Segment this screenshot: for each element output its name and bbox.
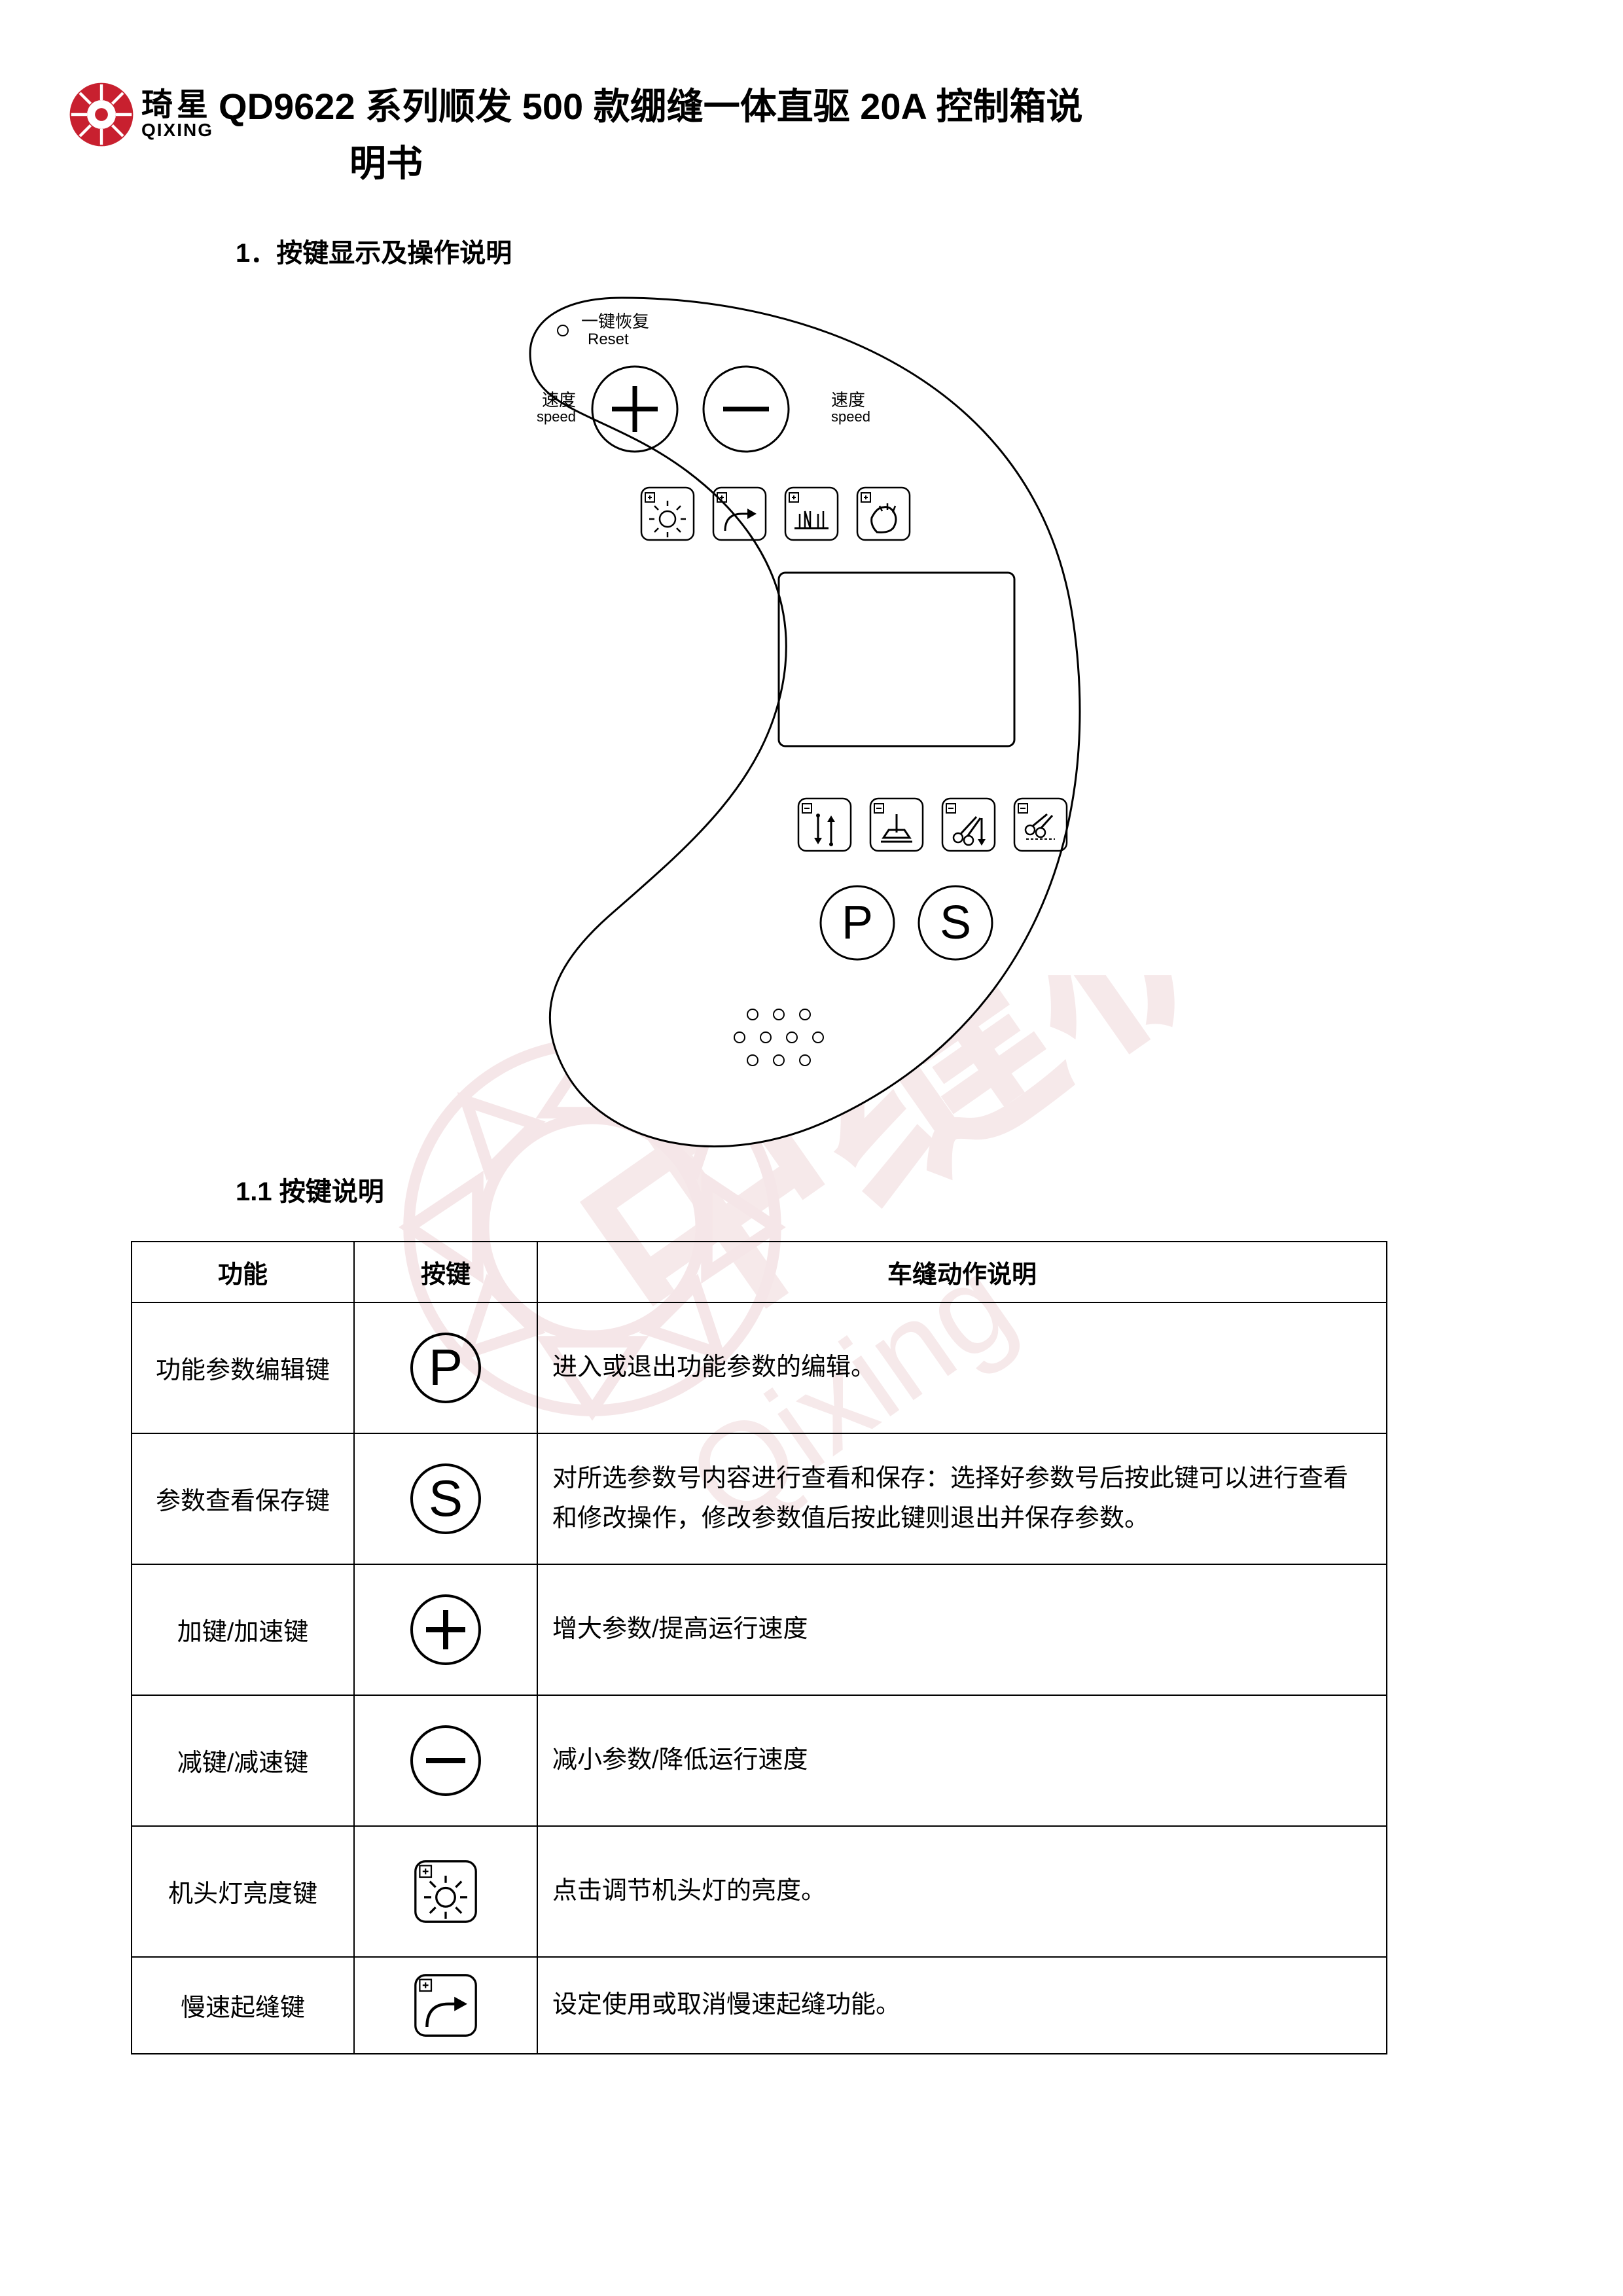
control-panel-diagram: 一键恢复 Reset 速度 speed 速度 speed bbox=[65, 281, 1453, 1158]
svg-text:S: S bbox=[429, 1469, 463, 1527]
document-title-line2: 明书 bbox=[219, 135, 1453, 192]
brand-name-cn: 琦星 bbox=[141, 90, 213, 121]
slow-start-icon bbox=[410, 1969, 482, 2041]
button-description-table: 功能 按键 车缝动作说明 功能参数编辑键 P 进入或退出功能参数的编辑。 参数查… bbox=[131, 1241, 1387, 2054]
minus-icon bbox=[406, 1721, 485, 1800]
speed-label-cn-right: 速度 bbox=[831, 390, 865, 410]
light-button[interactable] bbox=[641, 488, 694, 540]
reset-label-cn: 一键恢复 bbox=[581, 312, 649, 331]
s-icon: S bbox=[406, 1460, 485, 1538]
svg-text:S: S bbox=[940, 897, 971, 949]
speed-label-cn-left: 速度 bbox=[542, 390, 576, 410]
brand-name-en: QIXING bbox=[141, 121, 213, 139]
table-header-desc: 车缝动作说明 bbox=[537, 1242, 1387, 1302]
section-1-1-heading: 1.1 按键说明 bbox=[236, 1170, 1453, 1208]
document-header: 琦星 QIXING QD9622 系列顺发 500 款绷缝一体直驱 20A 控制… bbox=[65, 79, 1453, 192]
table-header-function: 功能 bbox=[132, 1242, 354, 1302]
table-row: 减键/减速键 减小参数/降低运行速度 bbox=[132, 1695, 1387, 1826]
table-header-button: 按键 bbox=[354, 1242, 537, 1302]
brand-logo: 琦星 QIXING bbox=[65, 79, 213, 151]
speed-label-en-right: speed bbox=[831, 408, 870, 425]
speed-label-en-left: speed bbox=[537, 408, 576, 425]
reset-label-en: Reset bbox=[588, 331, 629, 348]
table-row: 加键/加速键 增大参数/提高运行速度 bbox=[132, 1564, 1387, 1695]
table-row: 机头灯亮度键 点击调节机头灯的亮度。 bbox=[132, 1826, 1387, 1957]
gear-logo-icon bbox=[65, 79, 137, 151]
table-row: 功能参数编辑键 P 进入或退出功能参数的编辑。 bbox=[132, 1302, 1387, 1433]
svg-text:P: P bbox=[429, 1338, 463, 1396]
table-row: 参数查看保存键 S 对所选参数号内容进行查看和保存：选择好参数号后按此键可以进行… bbox=[132, 1433, 1387, 1564]
plus-icon bbox=[406, 1590, 485, 1669]
light-icon bbox=[410, 1856, 482, 1928]
table-row: 慢速起缝键 设定使用或取消慢速起缝功能。 bbox=[132, 1957, 1387, 2054]
svg-text:P: P bbox=[842, 897, 873, 949]
p-icon: P bbox=[406, 1329, 485, 1407]
section-1-heading: 1．按键显示及操作说明 bbox=[236, 232, 1453, 270]
document-title-line1: QD9622 系列顺发 500 款绷缝一体直驱 20A 控制箱说 bbox=[219, 79, 1453, 135]
